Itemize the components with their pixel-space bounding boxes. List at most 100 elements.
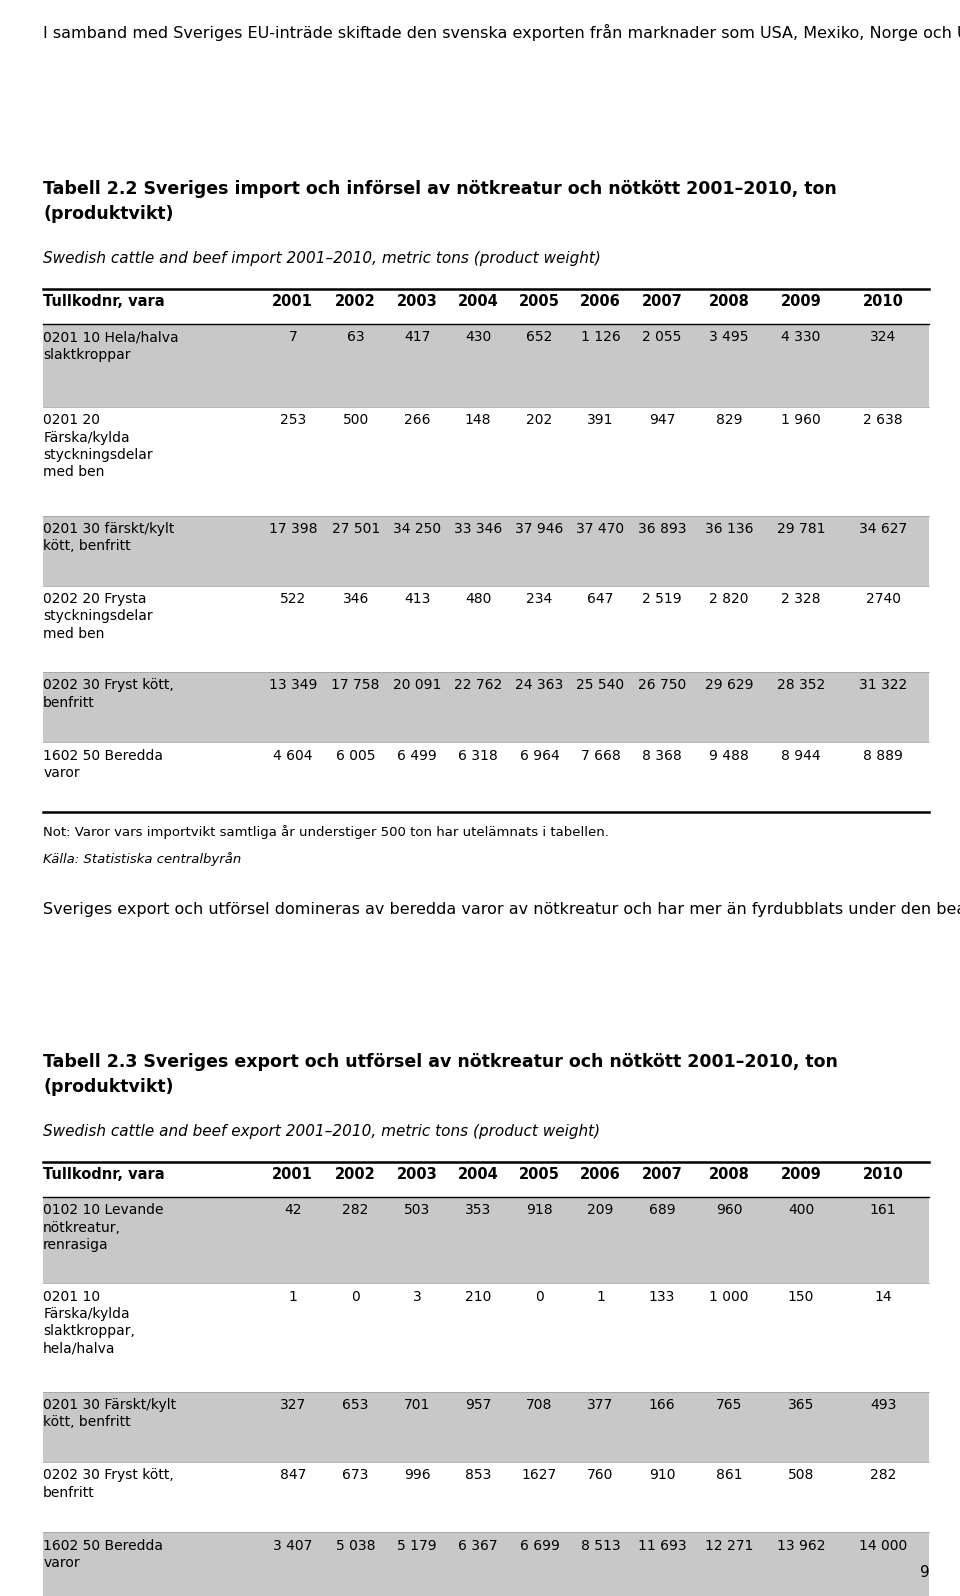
Text: 1 960: 1 960	[781, 413, 821, 428]
Text: 2009: 2009	[780, 1167, 822, 1181]
Text: 327: 327	[279, 1398, 306, 1412]
Text: 2006: 2006	[580, 294, 621, 308]
Text: 9 488: 9 488	[709, 749, 749, 763]
Text: 493: 493	[870, 1398, 897, 1412]
Text: 34 250: 34 250	[393, 522, 442, 536]
Text: 3 495: 3 495	[709, 330, 749, 345]
Text: 63: 63	[347, 330, 365, 345]
Text: 8 944: 8 944	[781, 749, 821, 763]
Text: 14: 14	[875, 1290, 892, 1304]
Text: 161: 161	[870, 1203, 897, 1218]
Text: 2010: 2010	[863, 294, 903, 308]
Text: 652: 652	[526, 330, 553, 345]
Text: 4 604: 4 604	[273, 749, 313, 763]
Text: 1 000: 1 000	[709, 1290, 749, 1304]
Text: 2005: 2005	[519, 294, 560, 308]
Text: 2740: 2740	[866, 592, 900, 606]
Text: 689: 689	[649, 1203, 675, 1218]
Text: 0: 0	[351, 1290, 360, 1304]
Text: 6 318: 6 318	[458, 749, 498, 763]
Text: 346: 346	[343, 592, 369, 606]
Text: 918: 918	[526, 1203, 553, 1218]
FancyBboxPatch shape	[43, 1532, 929, 1596]
Text: Tullkodnr, vara: Tullkodnr, vara	[43, 1167, 165, 1181]
Text: 0102 10 Levande
nötkreatur,
renrasiga: 0102 10 Levande nötkreatur, renrasiga	[43, 1203, 164, 1251]
Text: 0201 30 färskt/kylt
kött, benfritt: 0201 30 färskt/kylt kött, benfritt	[43, 522, 175, 554]
Text: 0: 0	[535, 1290, 544, 1304]
Text: 28 352: 28 352	[777, 678, 826, 693]
Text: 133: 133	[649, 1290, 675, 1304]
Text: 765: 765	[716, 1398, 742, 1412]
Text: 37 470: 37 470	[576, 522, 625, 536]
Text: 1 126: 1 126	[581, 330, 620, 345]
FancyBboxPatch shape	[43, 1392, 929, 1462]
Text: 7 668: 7 668	[581, 749, 620, 763]
Text: 847: 847	[279, 1468, 306, 1483]
Text: I samband med Sveriges EU-inträde skiftade den svenska exporten från marknader s: I samband med Sveriges EU-inträde skifta…	[43, 24, 960, 41]
Text: 5 038: 5 038	[336, 1539, 375, 1553]
Text: 503: 503	[404, 1203, 430, 1218]
Text: 2001: 2001	[273, 1167, 313, 1181]
Text: 2 519: 2 519	[642, 592, 682, 606]
Text: 9: 9	[920, 1566, 929, 1580]
FancyBboxPatch shape	[43, 672, 929, 742]
FancyBboxPatch shape	[43, 1197, 929, 1283]
Text: 2 055: 2 055	[642, 330, 682, 345]
Text: 960: 960	[716, 1203, 742, 1218]
Text: 957: 957	[465, 1398, 492, 1412]
Text: 36 136: 36 136	[705, 522, 754, 536]
Text: 12 271: 12 271	[705, 1539, 754, 1553]
Text: 377: 377	[588, 1398, 613, 1412]
Text: 2001: 2001	[273, 294, 313, 308]
Text: 20 091: 20 091	[393, 678, 442, 693]
Text: 2005: 2005	[519, 1167, 560, 1181]
Text: 430: 430	[465, 330, 492, 345]
Text: 2007: 2007	[641, 1167, 683, 1181]
Text: 0201 10 Hela/halva
slaktkroppar: 0201 10 Hela/halva slaktkroppar	[43, 330, 179, 362]
Text: 13 349: 13 349	[269, 678, 317, 693]
Text: 701: 701	[404, 1398, 430, 1412]
Text: 2002: 2002	[335, 294, 376, 308]
Text: 480: 480	[465, 592, 492, 606]
Text: 853: 853	[465, 1468, 492, 1483]
Text: 0201 20
Färska/kylda
styckningsdelar
med ben: 0201 20 Färska/kylda styckningsdelar med…	[43, 413, 153, 479]
Text: 8 368: 8 368	[642, 749, 682, 763]
Text: 150: 150	[788, 1290, 814, 1304]
Text: 500: 500	[343, 413, 369, 428]
Text: 2 820: 2 820	[709, 592, 749, 606]
Text: 0201 10
Färska/kylda
slaktkroppar,
hela/halva: 0201 10 Färska/kylda slaktkroppar, hela/…	[43, 1290, 135, 1355]
Text: 0202 20 Frysta
styckningsdelar
med ben: 0202 20 Frysta styckningsdelar med ben	[43, 592, 153, 640]
Text: Källa: Statistiska centralbyrån: Källa: Statistiska centralbyrån	[43, 852, 242, 867]
Text: 1: 1	[288, 1290, 298, 1304]
Text: 14 000: 14 000	[859, 1539, 907, 1553]
Text: 2003: 2003	[396, 1167, 438, 1181]
Text: 8 513: 8 513	[581, 1539, 620, 1553]
Text: 3 407: 3 407	[273, 1539, 313, 1553]
Text: 653: 653	[343, 1398, 369, 1412]
Text: 24 363: 24 363	[516, 678, 564, 693]
Text: 266: 266	[404, 413, 430, 428]
Text: 2002: 2002	[335, 1167, 376, 1181]
FancyBboxPatch shape	[43, 516, 929, 586]
Text: 29 781: 29 781	[777, 522, 826, 536]
Text: 0202 30 Fryst kött,
benfritt: 0202 30 Fryst kött, benfritt	[43, 1468, 174, 1500]
Text: 1602 50 Beredda
varor: 1602 50 Beredda varor	[43, 1539, 163, 1570]
Text: 400: 400	[788, 1203, 814, 1218]
Text: 996: 996	[404, 1468, 430, 1483]
Text: 2004: 2004	[458, 1167, 498, 1181]
Text: 1627: 1627	[522, 1468, 557, 1483]
Text: 6 367: 6 367	[458, 1539, 498, 1553]
Text: 6 499: 6 499	[397, 749, 437, 763]
Text: 234: 234	[526, 592, 553, 606]
Text: 2006: 2006	[580, 1167, 621, 1181]
Text: 13 962: 13 962	[777, 1539, 826, 1553]
Text: 34 627: 34 627	[859, 522, 907, 536]
Text: Tabell 2.2 Sveriges import och införsel av nötkreatur och nötkött 2001–2010, ton: Tabell 2.2 Sveriges import och införsel …	[43, 180, 837, 223]
Text: 2008: 2008	[708, 1167, 750, 1181]
Text: 508: 508	[788, 1468, 814, 1483]
Text: 2007: 2007	[641, 294, 683, 308]
Text: 4 330: 4 330	[781, 330, 821, 345]
Text: 7: 7	[288, 330, 298, 345]
Text: 6 964: 6 964	[519, 749, 560, 763]
Text: Tullkodnr, vara: Tullkodnr, vara	[43, 294, 165, 308]
